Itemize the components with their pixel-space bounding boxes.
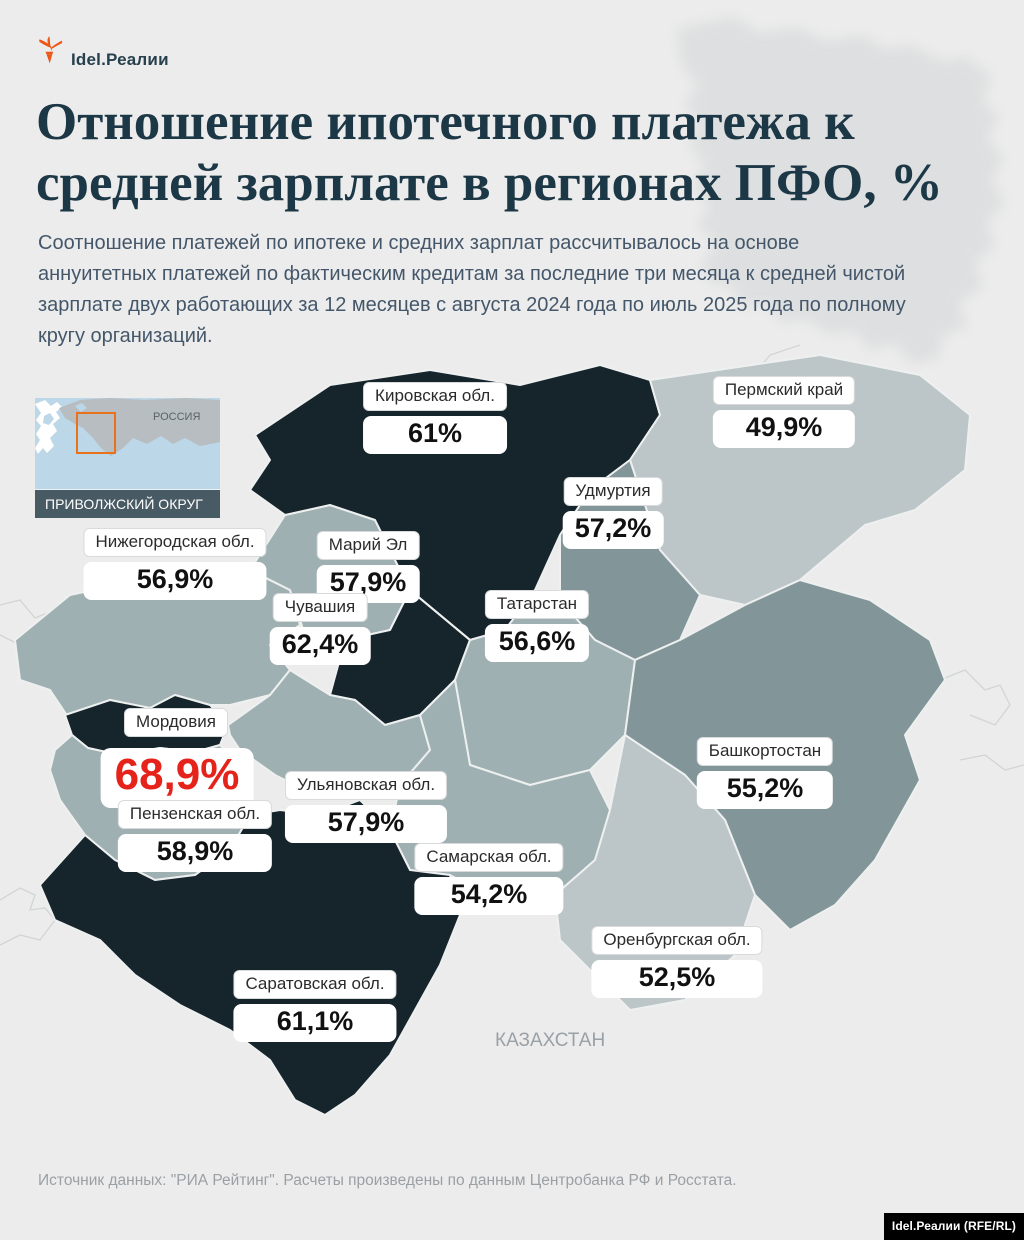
svg-text:РОССИЯ: РОССИЯ xyxy=(153,411,200,423)
